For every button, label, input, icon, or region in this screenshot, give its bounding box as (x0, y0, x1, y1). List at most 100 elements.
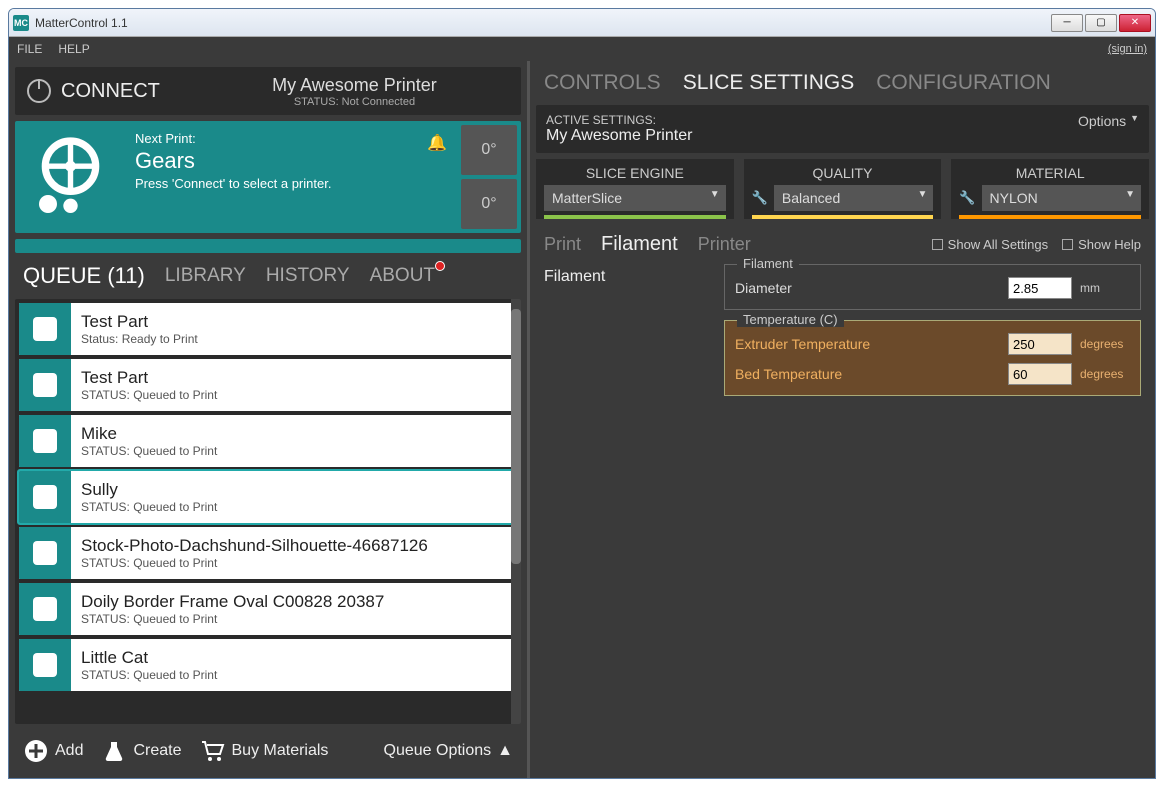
temperature-fieldset: Temperature (C) Extruder Temperature deg… (724, 320, 1141, 396)
queue-item-name: Stock-Photo-Dachshund-Silhouette-4668712… (81, 536, 507, 556)
main-tabs: QUEUE (11) LIBRARY HISTORY ABOUT (15, 259, 521, 293)
settings-section-label: Filament (544, 264, 704, 406)
bell-icon[interactable]: 🔔 (427, 121, 457, 233)
slice-engine-select[interactable]: MatterSlice▼ (544, 185, 726, 211)
queue-item-status: STATUS: Queued to Print (81, 500, 507, 514)
bed-temp-label: Bed Temperature (735, 366, 1008, 382)
model-icon (19, 303, 71, 355)
sub-tabs: Print Filament Printer Show All Settings… (536, 229, 1149, 264)
extruder-temp-label: Extruder Temperature (735, 336, 1008, 352)
flask-icon (101, 738, 127, 764)
tab-library[interactable]: LIBRARY (165, 265, 246, 287)
chevron-down-icon: ▼ (917, 189, 927, 200)
extruder-temp-input[interactable] (1008, 333, 1072, 355)
app-window: MC MatterControl 1.1 ─ ▢ ✕ FILE HELP (si… (8, 8, 1156, 779)
tab-about[interactable]: ABOUT (370, 265, 435, 287)
connect-button[interactable]: CONNECT (61, 80, 160, 103)
printer-info: My Awesome Printer STATUS: Not Connected (200, 75, 509, 108)
buy-materials-button[interactable]: Buy Materials (200, 738, 329, 764)
left-panel: CONNECT My Awesome Printer STATUS: Not C… (9, 61, 527, 778)
queue-item-name: Little Cat (81, 648, 507, 668)
update-badge-icon (435, 261, 445, 271)
queue-item[interactable]: Stock-Photo-Dachshund-Silhouette-4668712… (19, 527, 517, 579)
queue-item[interactable]: Test PartSTATUS: Queued to Print (19, 359, 517, 411)
subtab-print[interactable]: Print (544, 234, 581, 255)
menu-file[interactable]: FILE (17, 42, 42, 56)
material-label: MATERIAL (959, 165, 1141, 181)
printer-name: My Awesome Printer (200, 75, 509, 96)
chevron-down-icon: ▼ (1130, 113, 1139, 123)
queue-item-status: STATUS: Queued to Print (81, 556, 507, 570)
quality-box: QUALITY 🔧 Balanced▼ (744, 159, 942, 219)
queue-item-name: Test Part (81, 368, 507, 388)
material-box: MATERIAL 🔧 NYLON▼ (951, 159, 1149, 219)
bed-temp-input[interactable] (1008, 363, 1072, 385)
wrench-icon[interactable]: 🔧 (959, 190, 975, 206)
progress-bar (15, 239, 521, 253)
window-title: MatterControl 1.1 (35, 16, 1051, 30)
filament-legend: Filament (737, 256, 799, 271)
quality-label: QUALITY (752, 165, 934, 181)
queue-item-status: STATUS: Queued to Print (81, 612, 507, 626)
queue-item-name: Doily Border Frame Oval C00828 20387 (81, 592, 507, 612)
quality-select[interactable]: Balanced▼ (774, 185, 933, 211)
chevron-down-icon: ▼ (710, 189, 720, 200)
temp-bed: 0° (461, 179, 517, 229)
next-print-hint: Press 'Connect' to select a printer. (135, 176, 427, 191)
engine-row: SLICE ENGINE MatterSlice▼ QUALITY 🔧 Bala… (536, 159, 1149, 219)
add-button[interactable]: Add (23, 738, 83, 764)
queue-item[interactable]: Doily Border Frame Oval C00828 20387STAT… (19, 583, 517, 635)
queue-options-button[interactable]: Queue Options ▲ (384, 742, 513, 760)
wrench-icon[interactable]: 🔧 (752, 190, 768, 206)
queue-item[interactable]: MikeSTATUS: Queued to Print (19, 415, 517, 467)
right-tabs: CONTROLS SLICE SETTINGS CONFIGURATION (536, 67, 1149, 105)
close-button[interactable]: ✕ (1119, 14, 1151, 32)
tab-configuration[interactable]: CONFIGURATION (876, 71, 1051, 95)
tab-queue[interactable]: QUEUE (11) (23, 263, 145, 289)
queue-item[interactable]: Little CatSTATUS: Queued to Print (19, 639, 517, 691)
queue-item[interactable]: Test PartStatus: Ready to Print (19, 303, 517, 355)
model-icon (19, 583, 71, 635)
tab-controls[interactable]: CONTROLS (544, 71, 661, 95)
model-icon (19, 527, 71, 579)
temperature-legend: Temperature (C) (737, 312, 844, 327)
next-print-icon (15, 121, 135, 233)
next-print-name: Gears (135, 148, 427, 174)
maximize-button[interactable]: ▢ (1085, 14, 1117, 32)
filament-fieldset: Filament Diameter mm (724, 264, 1141, 310)
tab-slice-settings[interactable]: SLICE SETTINGS (683, 71, 855, 95)
queue-item-name: Mike (81, 424, 507, 444)
bed-temp-unit: degrees (1080, 367, 1130, 381)
power-icon (27, 79, 51, 103)
show-help-checkbox[interactable]: Show Help (1062, 237, 1141, 252)
queue-item[interactable]: SullySTATUS: Queued to Print (19, 471, 517, 523)
active-settings: ACTIVE SETTINGS: My Awesome Printer Opti… (536, 105, 1149, 153)
connect-bar: CONNECT My Awesome Printer STATUS: Not C… (15, 67, 521, 115)
create-button[interactable]: Create (101, 738, 181, 764)
show-all-checkbox[interactable]: Show All Settings (932, 237, 1048, 252)
queue-toolbar: Add Create Buy Materials Queue Options ▲ (15, 730, 521, 772)
model-icon (19, 471, 71, 523)
subtab-filament[interactable]: Filament (601, 233, 678, 256)
diameter-unit: mm (1080, 281, 1130, 295)
quality-underline (752, 215, 934, 219)
queue-item-status: Status: Ready to Print (81, 332, 507, 346)
diameter-input[interactable] (1008, 277, 1072, 299)
titlebar: MC MatterControl 1.1 ─ ▢ ✕ (9, 9, 1155, 37)
menubar: FILE HELP (sign in) (9, 37, 1155, 61)
gears-icon (30, 132, 120, 222)
material-select[interactable]: NYLON▼ (982, 185, 1141, 211)
plus-icon (23, 738, 49, 764)
queue-item-status: STATUS: Queued to Print (81, 388, 507, 402)
sign-in-link[interactable]: (sign in) (1108, 43, 1147, 55)
subtab-printer[interactable]: Printer (698, 234, 751, 255)
options-button[interactable]: Options ▼ (1078, 113, 1139, 129)
scrollbar[interactable] (511, 299, 521, 724)
tab-history[interactable]: HISTORY (266, 265, 350, 287)
menu-help[interactable]: HELP (58, 42, 89, 56)
active-settings-name: My Awesome Printer (546, 127, 692, 145)
minimize-button[interactable]: ─ (1051, 14, 1083, 32)
queue-list[interactable]: Test PartStatus: Ready to PrintTest Part… (15, 299, 521, 724)
extruder-temp-unit: degrees (1080, 337, 1130, 351)
chevron-down-icon: ▼ (1125, 189, 1135, 200)
